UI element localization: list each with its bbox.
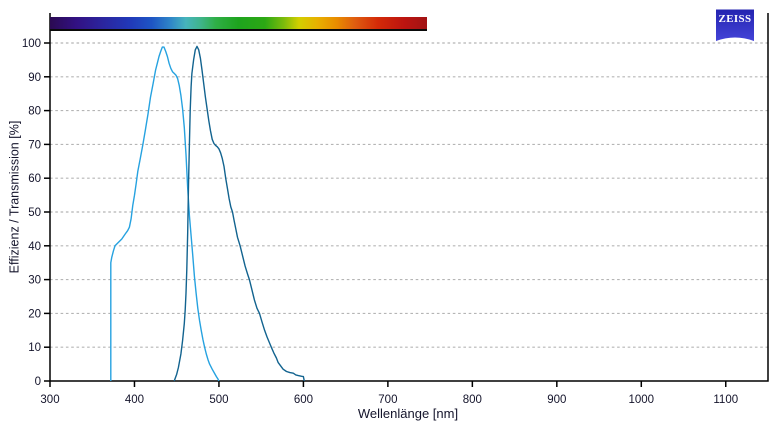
x-tick-label: 900	[547, 394, 566, 406]
y-tick-label: 20	[28, 308, 41, 320]
y-tick-label: 60	[28, 173, 41, 185]
zeiss-logo: ZEISS	[716, 9, 754, 41]
x-tick-label: 1100	[713, 394, 738, 406]
x-tick-label: 400	[125, 394, 144, 406]
y-tick-label: 50	[28, 207, 41, 219]
y-tick-label: 10	[28, 342, 41, 354]
y-tick-label: 80	[28, 106, 41, 118]
y-axis-title: Effizienz / Transmission [%]	[7, 120, 22, 274]
zeiss-logo-shape	[716, 9, 754, 41]
x-axis-title: Wellenlänge [nm]	[357, 406, 459, 421]
y-tick-label: 30	[28, 275, 41, 287]
y-tick-label: 70	[28, 139, 41, 151]
x-tick-label: 700	[378, 394, 397, 406]
x-tick-label: 300	[40, 394, 59, 406]
zeiss-logo-text: ZEISS	[719, 13, 752, 25]
x-tick-label: 1000	[628, 394, 654, 406]
y-tick-label: 100	[22, 38, 41, 50]
x-tick-label: 800	[463, 394, 482, 406]
wavelength-spectrum-bar	[50, 17, 427, 31]
excitation-curve	[110, 46, 220, 382]
y-tick-label: 40	[28, 241, 41, 253]
axis-frame	[49, 13, 769, 382]
y-tick-label: 90	[28, 72, 41, 84]
y-tick-label: 0	[35, 376, 41, 388]
x-tick-label: 500	[209, 394, 228, 406]
emission-curve	[173, 45, 305, 382]
x-tick-label: 600	[294, 394, 313, 406]
